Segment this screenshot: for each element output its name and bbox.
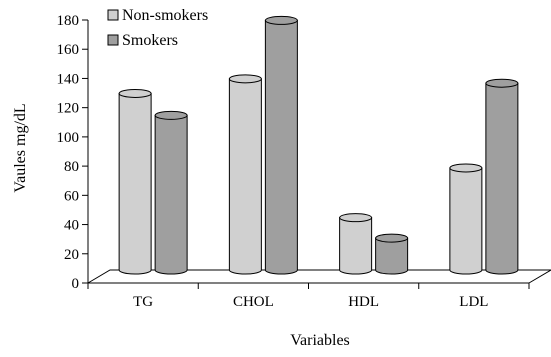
legend-swatch (107, 34, 119, 46)
x-axis-title: Variables (290, 332, 350, 349)
bar-body (339, 217, 373, 275)
bar-body (485, 82, 519, 275)
bar-body (228, 78, 262, 275)
bar-chol-non-smokers (228, 74, 262, 275)
bar-tg-smokers (154, 110, 188, 275)
bar-ldl-non-smokers (449, 163, 483, 275)
bar-tg-non-smokers (118, 88, 152, 275)
bar-hdl-non-smokers (339, 213, 373, 275)
legend-swatch (107, 9, 119, 21)
y-tick-label: 80 (64, 159, 79, 175)
bar-top (485, 78, 519, 88)
bar-hdl-smokers (375, 233, 409, 275)
y-tick-label: 20 (64, 247, 79, 263)
x-category-label: TG (133, 294, 153, 310)
legend: Non-smokers Smokers (107, 7, 208, 49)
x-category-label: LDL (459, 294, 488, 310)
y-tick-label: 0 (72, 276, 80, 292)
bar-top (118, 88, 152, 98)
bar-top (154, 110, 188, 120)
y-tick-label: 40 (64, 218, 79, 234)
bar-top (228, 74, 262, 84)
legend-item: Smokers (107, 32, 178, 49)
bar-body (449, 167, 483, 275)
bar-chol-smokers (264, 15, 298, 275)
x-category-label: CHOL (233, 294, 274, 310)
bar-body (118, 92, 152, 275)
chart-floor (87, 269, 551, 284)
bar-body (264, 19, 298, 275)
bars (118, 15, 519, 275)
y-axis-title: Vaules mg/dL (12, 103, 29, 192)
bar-ldl-smokers (485, 78, 519, 275)
labels: TG CHOL HDL LDL Variables Vaules mg/dL (12, 103, 488, 349)
bar-top (339, 213, 373, 223)
chart-floor-outline (87, 269, 551, 284)
bar-top (375, 233, 409, 243)
y-tick-label: 100 (57, 130, 80, 146)
legend-item: Non-smokers (107, 7, 208, 24)
bar-top (264, 15, 298, 25)
y-tick-label: 140 (57, 71, 80, 87)
x-category-label: HDL (348, 294, 379, 310)
y-tick-label: 180 (57, 13, 80, 29)
bar-body (154, 114, 188, 275)
bar-top (449, 163, 483, 173)
axes: 0 20 40 60 80 100 120 140 160 180 (57, 13, 530, 292)
y-tick-label: 160 (57, 42, 80, 58)
legend-label: Smokers (122, 32, 178, 49)
bar-body (375, 237, 409, 275)
legend-label: Non-smokers (122, 7, 208, 24)
y-tick-label: 120 (57, 101, 80, 117)
y-tick-label: 60 (64, 188, 79, 204)
